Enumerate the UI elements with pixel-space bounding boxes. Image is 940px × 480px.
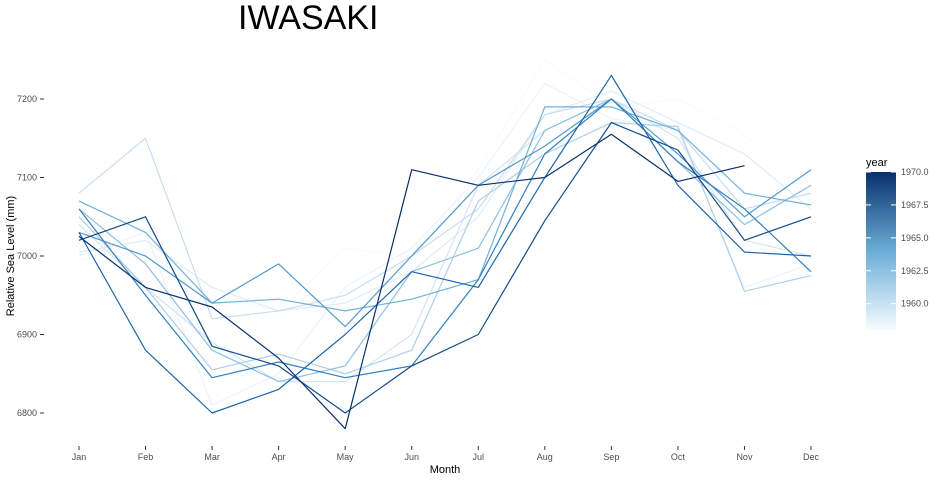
legend-colorbar — [866, 172, 896, 330]
y-axis: 6800 6900 7000 7100 7200 — [17, 94, 44, 418]
x-tick-label: Mar — [204, 452, 220, 462]
x-tick-label: Jul — [473, 452, 485, 462]
series-line-1970 — [78, 133, 745, 430]
y-tick-label: 6800 — [17, 408, 37, 418]
x-tick-label: May — [337, 452, 355, 462]
x-tick-label: Jun — [404, 452, 419, 462]
plot-area — [78, 59, 812, 430]
series-line-1964 — [78, 98, 812, 383]
legend-tick-label: 1962.5 — [901, 266, 929, 276]
legend-tick-label: 1965.0 — [901, 233, 929, 243]
legend-title: year — [866, 157, 888, 169]
x-tick-label: Dec — [803, 452, 820, 462]
x-tick-label: Feb — [138, 452, 154, 462]
series-line-1967 — [78, 98, 812, 379]
x-tick-label: Aug — [537, 452, 553, 462]
series-line-1969 — [78, 121, 812, 414]
legend-tick-label: 1970.0 — [901, 167, 929, 177]
x-tick-label: Sep — [603, 452, 619, 462]
series-line-1960 — [78, 90, 812, 312]
x-tick-label: Nov — [736, 452, 753, 462]
legend-tick-label: 1967.5 — [901, 200, 929, 210]
legend-tick-label: 1960.0 — [901, 299, 929, 309]
x-axis-title: Month — [430, 464, 461, 476]
series-line-1963 — [78, 121, 812, 375]
x-tick-label: Apr — [272, 452, 286, 462]
y-tick-label: 7000 — [17, 251, 37, 261]
x-tick-label: Jan — [72, 452, 87, 462]
series-lines — [78, 59, 812, 430]
y-tick-label: 7200 — [17, 94, 37, 104]
chart-title: IWASAKI — [238, 0, 378, 37]
series-line-1962 — [78, 98, 812, 320]
series-line-1968 — [78, 74, 812, 414]
series-line-1965 — [78, 106, 812, 312]
series-line-1959 — [78, 82, 812, 406]
x-axis: Jan Feb Mar Apr May Jun Jul Aug Sep Oct Nov Dec — [72, 446, 820, 462]
y-tick-label: 6900 — [17, 330, 37, 340]
y-tick-label: 7100 — [17, 173, 37, 183]
legend-ticks: 1960.0 1962.5 1965.0 1967.5 1970.0 — [866, 167, 929, 309]
color-legend: year 1960.0 1962.5 1965.0 1967.5 1970.0 — [866, 157, 929, 330]
series-line-1961 — [78, 98, 812, 383]
x-tick-label: Oct — [671, 452, 686, 462]
y-axis-title: Relative Sea Level (mm) — [5, 196, 17, 316]
